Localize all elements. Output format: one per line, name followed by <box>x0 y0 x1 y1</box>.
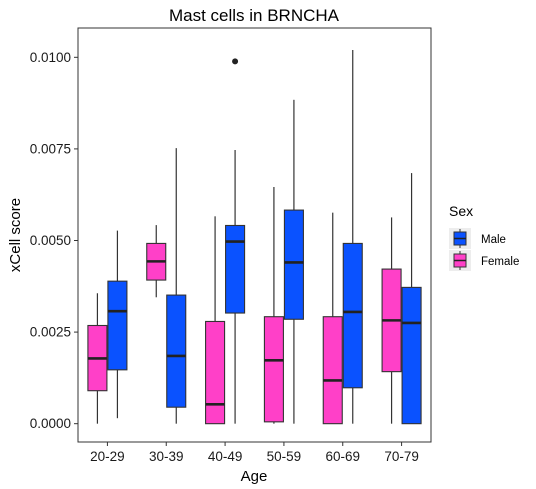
x-axis: 20-29 30-39 40-49 50-59 60-69 70-79 <box>90 442 419 464</box>
box-iqr <box>322 316 343 425</box>
legend-label-male: Male <box>481 234 506 246</box>
x-tick-label: 40-49 <box>208 449 243 464</box>
y-axis-label: xCell score <box>7 198 24 272</box>
box-female-70-79 <box>381 217 402 424</box>
box-iqr <box>342 242 363 389</box>
y-axis: 0.0000 0.0025 0.0050 0.0075 0.0100 <box>30 50 78 431</box>
box-iqr <box>225 224 246 314</box>
box-male-20-29 <box>107 230 128 419</box>
box-iqr <box>283 209 304 320</box>
box-male-40-49 <box>225 58 246 424</box>
box-male-70-79 <box>401 173 422 425</box>
legend: Sex Male Female <box>449 203 519 271</box>
box-female-50-59 <box>263 187 284 424</box>
y-tick-label: 0.0100 <box>30 50 71 65</box>
x-tick-label: 20-29 <box>90 449 125 464</box>
box-outlier <box>232 58 239 65</box>
x-tick-label: 30-39 <box>149 449 184 464</box>
x-axis-label: Age <box>241 468 268 485</box>
box-female-60-69 <box>322 212 343 425</box>
chart-title: Mast cells in BRNCHA <box>169 6 340 25</box>
x-tick-label: 50-59 <box>267 449 302 464</box>
y-tick-label: 0.0000 <box>30 416 71 431</box>
box-iqr <box>401 286 422 425</box>
y-tick-label: 0.0050 <box>30 233 71 248</box>
legend-title: Sex <box>449 203 473 219</box>
box-female-40-49 <box>205 216 226 425</box>
box-male-30-39 <box>166 148 187 424</box>
box-male-50-59 <box>283 99 304 424</box>
legend-label-female: Female <box>481 256 519 268</box>
x-tick-label: 70-79 <box>384 449 419 464</box>
plot-panel <box>77 27 432 443</box>
box-iqr <box>205 320 226 425</box>
y-tick-label: 0.0025 <box>30 325 71 340</box>
box-female-30-39 <box>146 225 167 298</box>
box-iqr <box>263 316 284 423</box>
box-female-20-29 <box>87 293 108 424</box>
box-iqr <box>166 294 187 408</box>
box-iqr <box>107 280 128 371</box>
x-tick-label: 60-69 <box>325 449 360 464</box>
box-male-60-69 <box>342 49 363 424</box>
box-series <box>87 49 422 425</box>
y-tick-label: 0.0075 <box>30 141 71 156</box>
